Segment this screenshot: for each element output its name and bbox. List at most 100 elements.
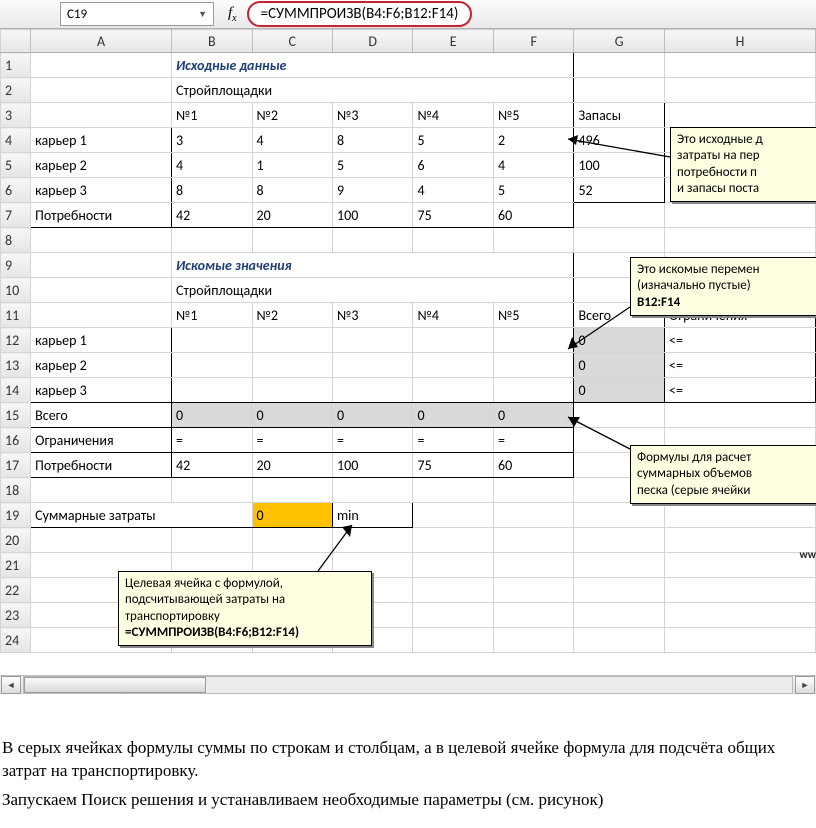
cell[interactable]: [31, 253, 172, 278]
cell[interactable]: карьер 1: [31, 128, 172, 153]
cell[interactable]: [574, 503, 665, 528]
grid[interactable]: ABCDEFGH 1Исходные данные2Стройплощадки3…: [0, 29, 816, 653]
cell[interactable]: [333, 353, 413, 378]
cell[interactable]: [172, 478, 252, 503]
scroll-left-icon[interactable]: ◄: [1, 676, 21, 694]
cell[interactable]: карьер 3: [31, 178, 172, 203]
select-all-corner[interactable]: [1, 30, 31, 53]
cell[interactable]: [665, 578, 816, 603]
cell[interactable]: [493, 628, 573, 653]
row-header[interactable]: 20: [1, 528, 31, 553]
cell[interactable]: [413, 328, 493, 353]
cell[interactable]: [31, 53, 172, 78]
cell[interactable]: Искомые значения: [172, 253, 574, 278]
cell[interactable]: [665, 203, 816, 228]
cell[interactable]: [252, 478, 332, 503]
cell[interactable]: 0: [252, 403, 332, 428]
cell[interactable]: [172, 528, 252, 553]
cell[interactable]: [665, 228, 816, 253]
cell[interactable]: №4: [413, 303, 493, 328]
cell[interactable]: 100: [333, 203, 413, 228]
cell[interactable]: [665, 528, 816, 553]
cell[interactable]: [665, 553, 816, 578]
row-header[interactable]: 16: [1, 428, 31, 453]
cell[interactable]: 4: [413, 178, 493, 203]
formula-input[interactable]: =СУММПРОИЗВ(B4:F6;B12:F14): [247, 1, 473, 27]
cell[interactable]: [413, 553, 493, 578]
cell[interactable]: 42: [172, 453, 252, 478]
cell[interactable]: Ограничения: [31, 428, 172, 453]
cell[interactable]: карьер 2: [31, 353, 172, 378]
cell[interactable]: №1: [172, 303, 252, 328]
fx-icon[interactable]: fx: [228, 5, 237, 24]
cell[interactable]: 42: [172, 203, 252, 228]
cell[interactable]: [574, 553, 665, 578]
cell[interactable]: Потребности: [31, 203, 172, 228]
row-header[interactable]: 3: [1, 103, 31, 128]
cell[interactable]: 1: [252, 153, 332, 178]
cell[interactable]: 0: [172, 403, 252, 428]
cell[interactable]: 0: [574, 353, 665, 378]
cell[interactable]: [333, 478, 413, 503]
cell[interactable]: [493, 578, 573, 603]
cell[interactable]: 0: [574, 328, 665, 353]
cell[interactable]: Исходные данные: [172, 53, 574, 78]
cell[interactable]: карьер 3: [31, 378, 172, 403]
cell[interactable]: 20: [252, 453, 332, 478]
cell[interactable]: 5: [493, 178, 573, 203]
cell[interactable]: [665, 53, 816, 78]
cell[interactable]: [493, 228, 573, 253]
cell[interactable]: №3: [333, 303, 413, 328]
cell[interactable]: [333, 528, 413, 553]
cell[interactable]: [252, 528, 332, 553]
row-header[interactable]: 18: [1, 478, 31, 503]
cell[interactable]: 5: [333, 153, 413, 178]
cell[interactable]: [252, 228, 332, 253]
row-header[interactable]: 6: [1, 178, 31, 203]
cell[interactable]: [413, 603, 493, 628]
cell[interactable]: [31, 78, 172, 103]
cell[interactable]: [574, 53, 665, 78]
cell[interactable]: [413, 628, 493, 653]
cell[interactable]: 0: [413, 403, 493, 428]
cell[interactable]: 20: [252, 203, 332, 228]
cell[interactable]: Стройплощадки: [172, 278, 574, 303]
cell[interactable]: [665, 503, 816, 528]
chevron-down-icon[interactable]: ▼: [198, 9, 207, 20]
row-header[interactable]: 5: [1, 153, 31, 178]
cell[interactable]: 52: [574, 178, 665, 203]
col-header[interactable]: A: [31, 30, 172, 53]
cell[interactable]: [333, 228, 413, 253]
cell[interactable]: №2: [252, 103, 332, 128]
cell[interactable]: 75: [413, 453, 493, 478]
row-header[interactable]: 24: [1, 628, 31, 653]
cell[interactable]: 4: [172, 153, 252, 178]
cell[interactable]: №1: [172, 103, 252, 128]
row-header[interactable]: 8: [1, 228, 31, 253]
cell[interactable]: [413, 528, 493, 553]
cell[interactable]: 100: [574, 153, 665, 178]
cell[interactable]: Запасы: [574, 103, 665, 128]
cell[interactable]: №5: [493, 303, 573, 328]
col-header[interactable]: C: [252, 30, 332, 53]
cell[interactable]: [574, 403, 665, 428]
col-header[interactable]: E: [413, 30, 493, 53]
name-box[interactable]: C19 ▼: [60, 2, 214, 26]
cell[interactable]: [172, 228, 252, 253]
row-header[interactable]: 21: [1, 553, 31, 578]
row-header[interactable]: 12: [1, 328, 31, 353]
row-header[interactable]: 19: [1, 503, 31, 528]
row-header[interactable]: 22: [1, 578, 31, 603]
cell[interactable]: [413, 353, 493, 378]
cell[interactable]: [493, 378, 573, 403]
cell[interactable]: 0: [252, 503, 332, 528]
row-header[interactable]: 1: [1, 53, 31, 78]
row-header[interactable]: 14: [1, 378, 31, 403]
cell[interactable]: [31, 103, 172, 128]
col-header[interactable]: G: [574, 30, 665, 53]
cell[interactable]: [574, 578, 665, 603]
cell[interactable]: 60: [493, 453, 573, 478]
cell[interactable]: [333, 378, 413, 403]
cell[interactable]: =: [333, 428, 413, 453]
cell[interactable]: [574, 628, 665, 653]
